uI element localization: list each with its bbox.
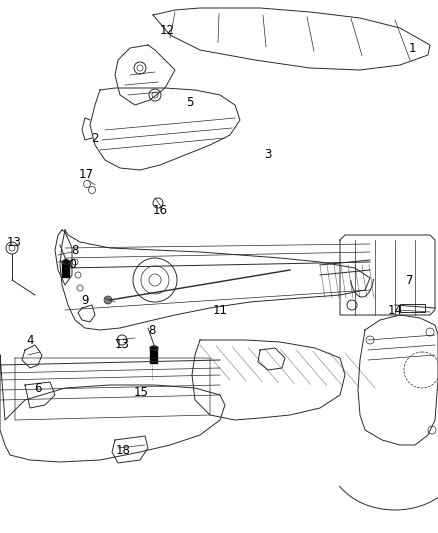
Ellipse shape: [62, 260, 70, 264]
Bar: [400, 304, 425, 312]
Text: 1: 1: [408, 42, 416, 54]
Text: 8: 8: [71, 244, 79, 256]
Text: 16: 16: [152, 204, 167, 216]
Text: 3: 3: [264, 149, 272, 161]
Text: 11: 11: [212, 303, 227, 317]
Text: 9: 9: [81, 294, 89, 306]
Circle shape: [104, 296, 112, 304]
Text: 5: 5: [186, 96, 194, 109]
Text: 6: 6: [34, 382, 42, 394]
Text: 2: 2: [91, 132, 99, 144]
Text: 14: 14: [388, 303, 403, 317]
Text: 7: 7: [406, 273, 414, 287]
Text: 18: 18: [116, 443, 131, 456]
Text: 17: 17: [78, 168, 93, 182]
Text: 12: 12: [159, 23, 174, 36]
Bar: [62, 262, 70, 278]
Text: 4: 4: [26, 334, 34, 346]
Text: 8: 8: [148, 324, 155, 336]
Ellipse shape: [150, 346, 158, 350]
Text: 13: 13: [7, 237, 21, 249]
Bar: [150, 348, 158, 364]
Text: 13: 13: [115, 338, 130, 351]
Text: 10: 10: [63, 259, 78, 271]
Text: 15: 15: [134, 386, 148, 400]
